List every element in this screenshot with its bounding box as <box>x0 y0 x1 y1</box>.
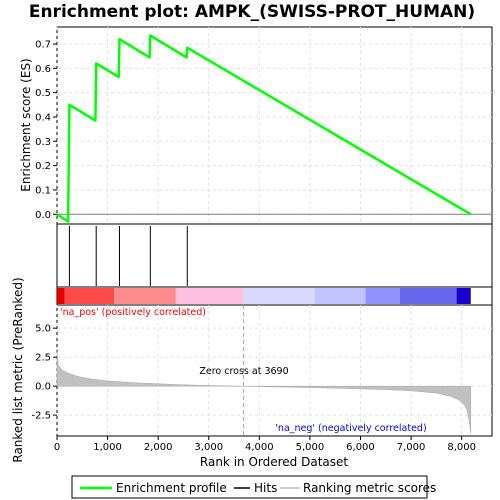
x-tick-label: 5,000 <box>296 442 325 453</box>
color-bar-segment <box>456 288 471 304</box>
color-bar-segments <box>57 288 471 304</box>
x-tick-label: 1,000 <box>93 442 122 453</box>
enrichment-profile-line <box>56 34 472 223</box>
color-bar-segment <box>243 288 315 304</box>
x-ticks: 0 1,000 2,000 3,000 4,000 5,000 6,000 7,000 8,00… <box>54 436 476 453</box>
x-tick-label: 4,000 <box>245 442 274 453</box>
x-tick-label: 7,000 <box>397 442 426 453</box>
es-panel: 0.0 0.1 0.2 0.3 0.4 0.5 0.6 0.7 <box>35 26 493 225</box>
color-bar-segment <box>399 288 457 304</box>
metric-y-tick-label: 2.5 <box>35 353 51 364</box>
positive-correlation-label: 'na_pos' (positively correlated) <box>60 307 206 318</box>
x-tick-label: 3,000 <box>194 442 223 453</box>
rank-color-bar <box>56 286 493 306</box>
negative-correlation-label: 'na_neg' (negatively correlated) <box>275 423 426 434</box>
hits-frame <box>56 223 493 288</box>
metric-panel: -2.5 0.0 2.5 5.0 0 1,000 2,000 3,000 4,000 5,000… <box>31 304 493 453</box>
color-bar-segment <box>64 288 115 304</box>
color-bar-segment <box>314 288 366 304</box>
es-y-tick-label: 0.6 <box>35 64 51 75</box>
x-tick-label: 2,000 <box>144 442 173 453</box>
es-y-tick-label: 0.1 <box>35 185 51 196</box>
metric-plot-frame <box>56 304 493 437</box>
es-y-tick-label: 0.2 <box>35 161 51 172</box>
zero-cross-label: Zero cross at 3690 <box>199 366 288 377</box>
es-plot-frame <box>56 26 493 225</box>
legend-label-metric: Ranking metric scores <box>303 481 436 495</box>
metric-axis-label: Ranked list metric (PreRanked) <box>11 277 25 462</box>
es-axis-label: Enrichment score (ES) <box>19 58 33 191</box>
color-bar-segment <box>114 288 176 304</box>
hit-lines <box>68 226 188 286</box>
hits-panel <box>56 223 493 288</box>
legend: Enrichment profile Hits Ranking metric s… <box>71 475 436 499</box>
legend-frame <box>71 475 428 499</box>
x-tick-label: 8,000 <box>447 442 476 453</box>
color-bar-segment <box>365 288 400 304</box>
es-y-tick-label: 0.7 <box>35 40 51 51</box>
metric-y-tick-label: -2.5 <box>31 411 51 422</box>
legend-label-profile: Enrichment profile <box>116 481 227 495</box>
color-bar-segment <box>175 288 244 304</box>
es-y-tick-label: 0.4 <box>35 112 51 123</box>
legend-label-hits: Hits <box>254 481 277 495</box>
color-bar-segment <box>57 288 65 304</box>
x-tick-label: 6,000 <box>346 442 375 453</box>
chart-title: Enrichment plot: AMPK_(SWISS-PROT_HUMAN) <box>29 2 475 22</box>
x-axis-label: Rank in Ordered Dataset <box>200 455 348 469</box>
metric-y-tick-label: 5.0 <box>35 324 51 335</box>
es-y-tick-label: 0.3 <box>35 137 51 148</box>
x-tick-label: 0 <box>54 442 60 453</box>
ranking-metric-area <box>56 351 472 434</box>
metric-y-tick-label: 0.0 <box>35 382 51 393</box>
es-y-tick-label: 0.0 <box>35 210 51 221</box>
es-y-ticks: 0.0 0.1 0.2 0.3 0.4 0.5 0.6 0.7 <box>35 40 57 221</box>
metric-y-ticks: -2.5 0.0 2.5 5.0 <box>31 324 57 422</box>
es-y-tick-label: 0.5 <box>35 88 51 99</box>
